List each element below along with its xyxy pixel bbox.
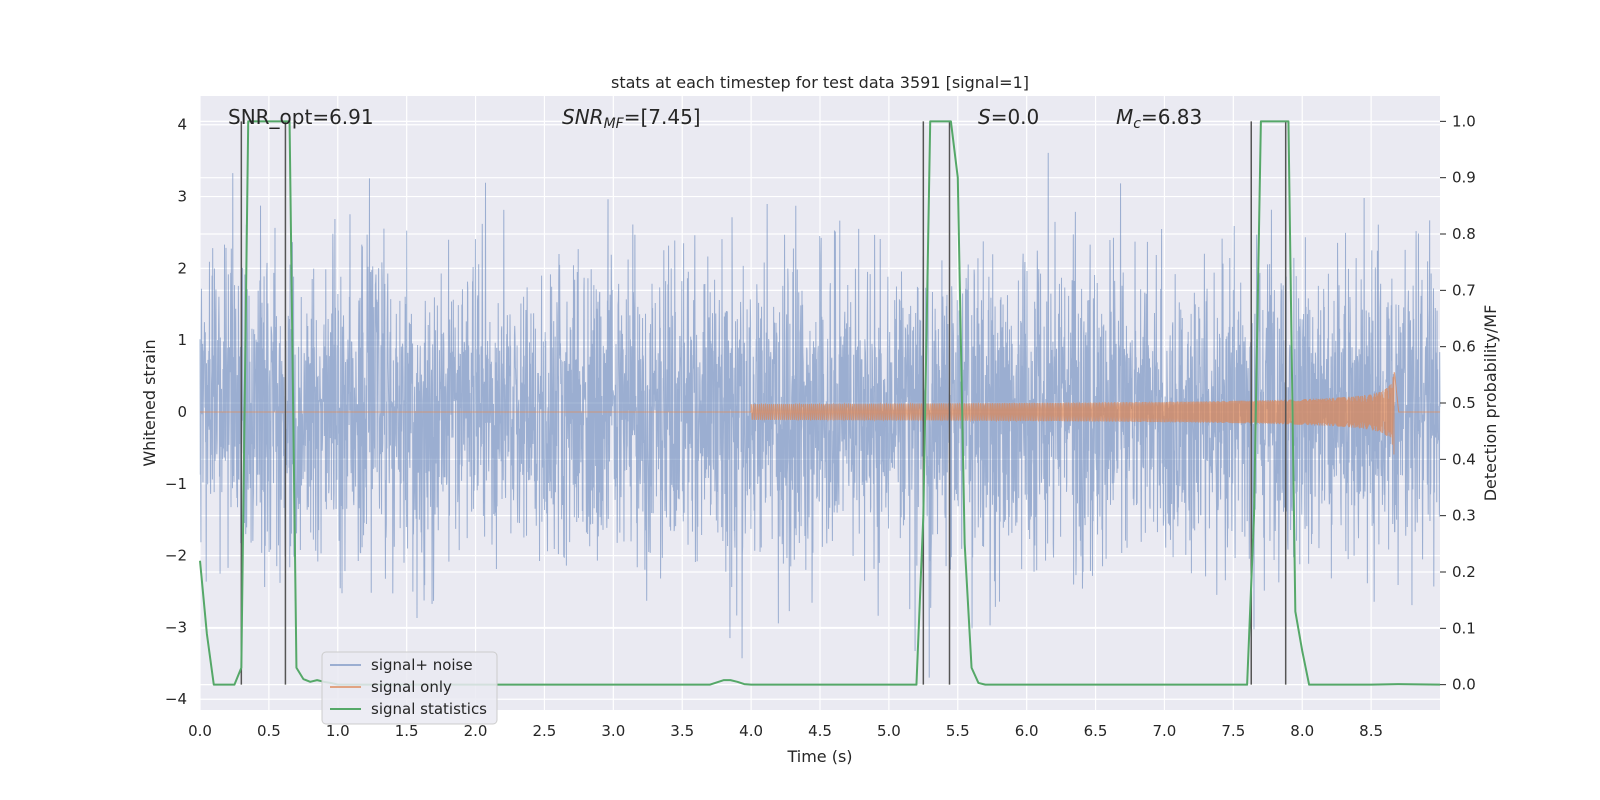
y-tick-label: 4 [177,116,187,134]
y-axis-right-ticks: 0.0 0.1 0.2 0.3 0.4 0.5 0.6 0.7 0.8 0.9 1.0 [1440,112,1476,694]
legend-label-stats: signal statistics [371,700,487,718]
signal-statistics-series [199,120,1441,686]
y-right-tick-label: 0.7 [1452,281,1476,299]
y-axis-right-label: Detection probability/MF [1481,305,1500,502]
signal-only-series [200,372,1440,455]
x-tick-label: 4.0 [739,722,763,740]
chart-title: stats at each timestep for test data 359… [611,73,1029,92]
legend-box [321,651,498,725]
y-tick-label: 2 [177,259,187,277]
signal-statistics-line [199,120,1441,686]
y-right-tick-label: 0.0 [1452,676,1476,694]
y-right-tick-label: 0.4 [1452,450,1476,468]
annotation-snr-mf: SNRMF=[7.45] [562,105,701,132]
x-tick-label: 8.0 [1290,722,1314,740]
y-right-tick-label: 1.0 [1452,112,1476,130]
legend-label-signal: signal only [371,678,452,696]
y-tick-label: 1 [177,331,187,349]
x-tick-label: 2.5 [533,722,557,740]
x-axis-ticks: 0.0 0.5 1.0 1.5 2.0 2.5 3.0 3.5 4.0 4.5 5.0 5.5 6.0 6… [188,722,1383,740]
x-tick-label: 1.5 [395,722,419,740]
y-axis-ticks: −4 −3 −2 −1 0 1 2 3 4 [165,116,187,709]
x-tick-label: 5.5 [946,722,970,740]
signal-noise-line [199,152,1441,678]
y-tick-label: −2 [165,547,187,565]
y-tick-label: −3 [165,618,187,636]
x-tick-label: 7.0 [1153,722,1177,740]
y-tick-label: 0 [177,403,187,421]
y-right-tick-label: 0.6 [1452,338,1476,356]
signal-noise-series [199,152,1441,678]
x-tick-label: 6.0 [1015,722,1039,740]
y-right-tick-label: 0.3 [1452,507,1476,525]
y-right-tick-label: 0.2 [1452,563,1476,581]
x-axis-label: Time (s) [786,747,852,766]
y-axis-label: Whitened strain [140,339,159,466]
y-right-tick-label: 0.5 [1452,394,1476,412]
x-tick-label: 1.0 [326,722,350,740]
x-tick-label: 3.5 [670,722,694,740]
y-right-tick-label: 0.1 [1452,619,1476,637]
x-tick-label: 0.5 [257,722,281,740]
x-tick-label: 0.0 [188,722,212,740]
y-tick-label: 3 [177,188,187,206]
legend-label-noise: signal+ noise [371,656,473,674]
y-tick-label: −4 [165,690,187,708]
y-right-tick-label: 0.8 [1452,225,1476,243]
annotation-s: S=0.0 [978,105,1039,129]
x-tick-label: 5.0 [877,722,901,740]
legend: signal+ noise signal only signal statist… [321,651,498,725]
x-tick-label: 2.0 [464,722,488,740]
x-tick-label: 6.5 [1084,722,1108,740]
annotation-mc: Mc=6.83 [1116,105,1202,132]
y-right-tick-label: 0.9 [1452,169,1476,187]
signal-only-line [200,372,1440,455]
annotation-snr-opt: SNR_opt=6.91 [228,105,374,129]
x-tick-label: 7.5 [1221,722,1245,740]
y-tick-label: −1 [165,475,187,493]
x-tick-label: 3.0 [601,722,625,740]
x-tick-label: 8.5 [1359,722,1383,740]
x-tick-label: 4.5 [808,722,832,740]
